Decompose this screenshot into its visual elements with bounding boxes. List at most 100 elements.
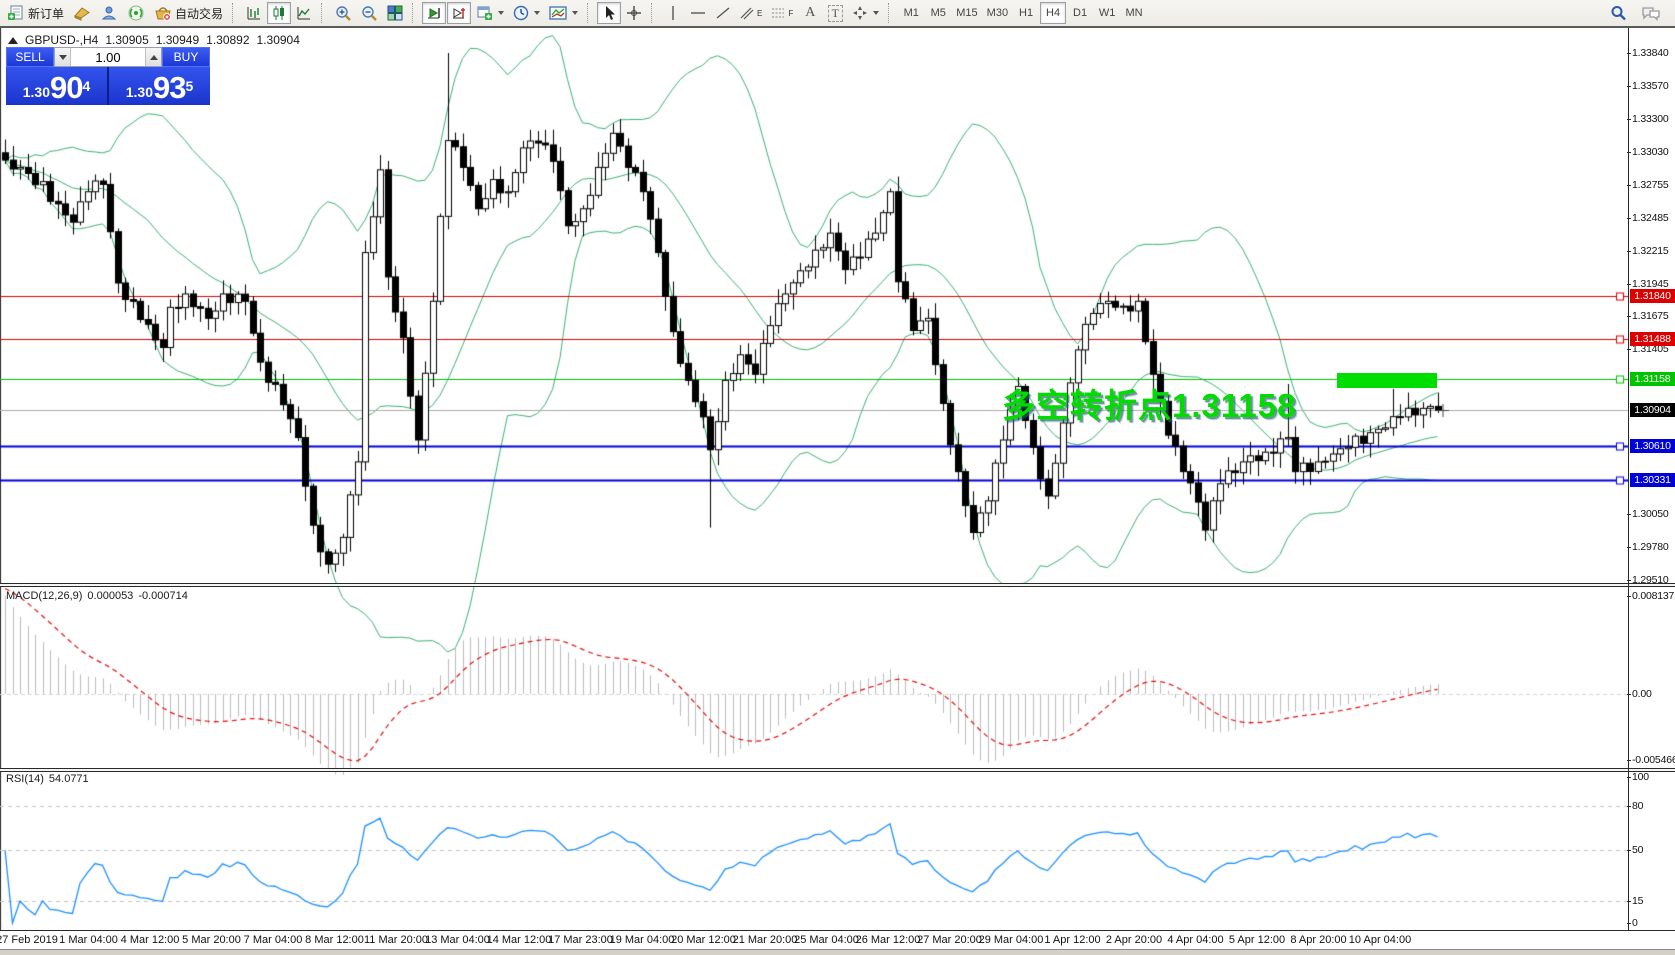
level-price-label[interactable]: 1.31488	[1630, 332, 1675, 346]
fibonacci-button[interactable]: F	[767, 2, 797, 24]
sell-price-sup: 4	[82, 78, 91, 94]
macd-main-value: 0.000053	[87, 590, 134, 602]
clock-icon	[513, 5, 529, 21]
text-button[interactable]: A	[798, 2, 822, 24]
rsi-indicator-label: RSI(14) 54.0771	[6, 773, 94, 785]
trendline-button[interactable]	[711, 2, 735, 24]
time-axis-label: 8 Apr 20:00	[1290, 934, 1347, 946]
crosshair-icon	[627, 6, 642, 20]
rsi-tick-label: 15	[1627, 895, 1675, 907]
label-button[interactable]: T	[823, 2, 847, 24]
macd-tick-label: -0.005466	[1627, 754, 1675, 766]
rsi-tick-label: 100	[1627, 771, 1675, 783]
autoscroll-button[interactable]	[422, 2, 447, 24]
level-price-label[interactable]: 1.31158	[1630, 372, 1675, 386]
indicators-dropdown[interactable]	[545, 2, 582, 24]
sell-price[interactable]: 1.30 90 4	[6, 67, 107, 105]
buy-button[interactable]: BUY	[162, 47, 210, 67]
main-toolbar: 新订单 自动交易	[0, 0, 1675, 28]
timeframe-button-M5[interactable]: M5	[930, 7, 946, 19]
signals-icon	[128, 5, 144, 21]
timeframe-button-M1[interactable]: M1	[903, 7, 919, 19]
time-axis-label: 1 Mar 04:00	[59, 934, 118, 946]
new-order-button[interactable]: 新订单	[4, 2, 68, 24]
bar-chart-icon	[247, 7, 261, 20]
line-chart-button[interactable]	[292, 2, 316, 24]
horizontal-line-button[interactable]	[686, 2, 710, 24]
time-axis-label: 5 Mar 20:00	[182, 934, 241, 946]
timeframe-button-H4[interactable]: H4	[1040, 2, 1067, 24]
timeframe-button-MN[interactable]: MN	[1125, 7, 1143, 19]
price-tick-label: 1.32485	[1627, 212, 1675, 224]
triangle-up-icon	[149, 54, 158, 60]
price-tick-label: 1.29780	[1627, 541, 1675, 553]
sell-price-big: 90	[49, 70, 83, 105]
timeframe-button-W1[interactable]: W1	[1098, 7, 1116, 19]
time-axis-label: 10 Apr 04:00	[1348, 934, 1412, 946]
time-axis-label: 4 Mar 12:00	[120, 934, 180, 946]
periods-dropdown[interactable]	[509, 2, 544, 24]
zoom-out-button[interactable]	[357, 2, 382, 24]
fibonacci-icon	[772, 8, 785, 18]
dropdown-caret	[534, 11, 541, 15]
current-price-label: 1.30904	[1630, 403, 1675, 417]
autotrading-button[interactable]: 自动交易	[150, 2, 227, 24]
collapse-panel-icon[interactable]	[8, 36, 18, 44]
time-axis-label: 5 Apr 12:00	[1228, 934, 1286, 946]
buy-price-prefix: 1.30	[125, 84, 153, 100]
rsi-tick-label: 0	[1627, 917, 1675, 929]
sell-button[interactable]: SELL	[6, 47, 54, 67]
community-icon	[101, 6, 117, 20]
dropdown-caret	[873, 11, 880, 15]
dropdown-caret	[572, 11, 579, 15]
volume-decrease-button[interactable]	[55, 48, 71, 66]
signals-button[interactable]	[123, 2, 149, 24]
pane-separator-macd[interactable]	[0, 583, 1675, 587]
timeframe-button-H1[interactable]: H1	[1019, 7, 1034, 19]
new-chart-dropdown[interactable]	[472, 2, 508, 24]
new-chart-icon	[477, 6, 493, 20]
crosshair-button[interactable]	[622, 2, 646, 24]
time-axis-label: 11 Mar 20:00	[363, 934, 429, 946]
price-tick-label: 1.32755	[1627, 179, 1675, 191]
bar-chart-button[interactable]	[242, 2, 266, 24]
level-price-label[interactable]: 1.30610	[1630, 439, 1675, 453]
rsi-name: RSI(14)	[6, 773, 44, 785]
arrows-dropdown[interactable]	[848, 2, 883, 24]
search-button[interactable]	[1606, 2, 1631, 24]
chart-shift-button[interactable]	[447, 2, 472, 24]
candlestick-chart-button[interactable]	[267, 2, 292, 24]
timeframe-button-M30[interactable]: M30	[986, 7, 1009, 19]
autotrading-label: 自动交易	[175, 6, 224, 21]
market-button[interactable]	[69, 2, 95, 24]
channel-button[interactable]: E	[736, 2, 766, 24]
macd-tick-label: 0.008137	[1627, 590, 1675, 602]
cursor-button[interactable]	[597, 2, 622, 24]
buy-price-big: 93	[152, 70, 186, 105]
zoom-out-icon	[362, 6, 377, 21]
price-tick-label: 1.31945	[1627, 278, 1675, 290]
triangle-down-icon	[58, 54, 67, 60]
zoom-in-button[interactable]	[331, 2, 356, 24]
timeframe-button-D1[interactable]: D1	[1073, 7, 1088, 19]
turning-point-highlight-rect	[1337, 373, 1437, 388]
time-axis-label: 19 Mar 04:00	[609, 934, 675, 946]
candlestick-chart-icon	[273, 6, 285, 20]
chat-button[interactable]	[1637, 2, 1665, 24]
buy-price[interactable]: 1.30 93 5	[109, 67, 210, 105]
price-chart-canvas[interactable]	[0, 28, 1628, 930]
timeframe-button-M15[interactable]: M15	[956, 7, 978, 19]
community-button[interactable]	[96, 2, 122, 24]
level-price-label[interactable]: 1.30331	[1630, 473, 1675, 487]
volume-value[interactable]: 1.00	[95, 49, 121, 65]
tile-windows-button[interactable]	[383, 2, 407, 24]
vertical-line-button[interactable]	[661, 2, 685, 24]
pane-separator-rsi[interactable]	[0, 768, 1675, 772]
new-order-label: 新订单	[28, 6, 65, 21]
timeframe-group: M1 M5 M15 M30 H1 H4 D1 W1 MN	[898, 2, 1147, 24]
level-price-label[interactable]: 1.31840	[1630, 289, 1675, 303]
time-axis-label: 2 Apr 20:00	[1105, 934, 1163, 946]
volume-increase-button[interactable]	[145, 48, 161, 66]
toolbar-separator	[888, 3, 893, 23]
